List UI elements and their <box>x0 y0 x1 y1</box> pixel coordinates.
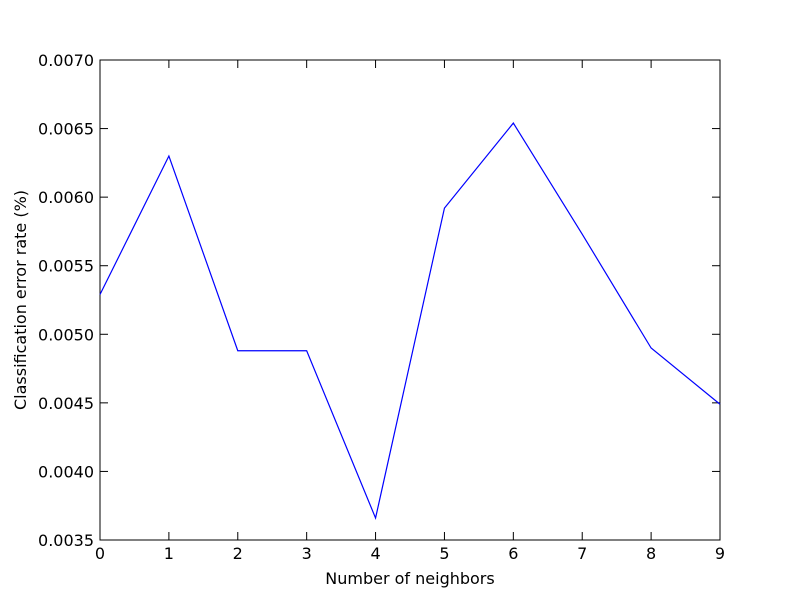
y-tick-label: 0.0040 <box>38 462 94 481</box>
x-tick-label: 4 <box>370 544 380 563</box>
y-tick-label: 0.0070 <box>38 51 94 70</box>
y-tick-label: 0.0045 <box>38 394 94 413</box>
x-tick-label: 0 <box>95 544 105 563</box>
x-tick-label: 7 <box>577 544 587 563</box>
x-tick-label: 6 <box>508 544 518 563</box>
x-axis-label: Number of neighbors <box>325 569 494 588</box>
x-tick-label: 9 <box>715 544 725 563</box>
x-tick-label: 3 <box>302 544 312 563</box>
y-tick-label: 0.0055 <box>38 257 94 276</box>
x-tick-label: 8 <box>646 544 656 563</box>
plot-frame <box>99 59 721 541</box>
series-line <box>99 122 721 521</box>
x-tick-label: 1 <box>164 544 174 563</box>
y-tick-label: 0.0065 <box>38 120 94 139</box>
y-tick-label: 0.0035 <box>38 531 94 550</box>
y-axis-label: Classification error rate (%) <box>11 190 30 410</box>
plot-area: 0 1 2 3 4 5 6 7 8 9 0.0035 0.0040 0.0045 0.0050 0.0055… <box>38 51 725 563</box>
y-tick-label: 0.0060 <box>38 188 94 207</box>
x-tick-label: 2 <box>233 544 243 563</box>
x-tick-label: 5 <box>439 544 449 563</box>
y-tick-label: 0.0050 <box>38 325 94 344</box>
